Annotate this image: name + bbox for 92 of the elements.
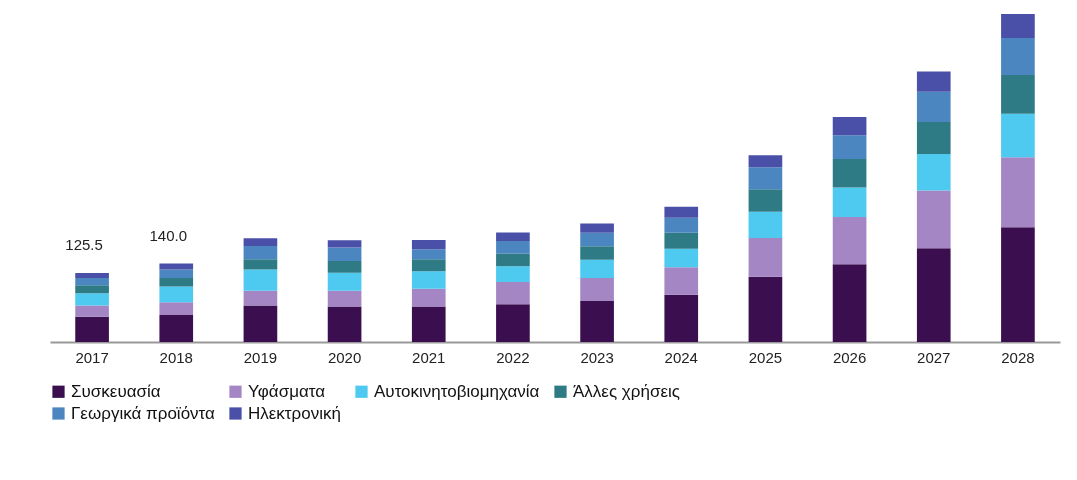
bar (664, 206, 699, 218)
bar (243, 269, 278, 291)
bar (664, 248, 699, 268)
bar (75, 285, 109, 294)
annotation: 125.5 (65, 236, 103, 254)
bar (832, 264, 867, 342)
x-tick-label: 2026 (832, 348, 867, 366)
bar (916, 248, 951, 342)
legend-label: Αυτοκινητοβιομηχανία (374, 381, 540, 401)
bar (496, 232, 530, 241)
bar (580, 232, 614, 247)
bar (748, 167, 783, 190)
bar (1001, 37, 1035, 76)
x-tick-label: 2022 (496, 348, 530, 366)
bar (75, 293, 109, 306)
bar (664, 217, 699, 233)
bar (664, 232, 699, 249)
bar (832, 217, 867, 265)
bar (1001, 14, 1035, 38)
bar (748, 189, 783, 212)
legend-label: Γεωργικά προϊόντα (71, 403, 216, 423)
bar (327, 247, 362, 261)
x-tick-label: 2021 (412, 348, 446, 366)
bar (748, 211, 783, 239)
bar (916, 190, 951, 249)
bar (327, 306, 362, 342)
bar (159, 286, 194, 303)
x-tick-label: 2025 (748, 348, 783, 366)
bar (580, 278, 614, 301)
bar (327, 260, 362, 273)
bar (664, 294, 699, 342)
bar (916, 71, 951, 92)
legend-label: Άλλες χρήσεις (573, 381, 680, 401)
bar (496, 253, 530, 267)
bar (832, 187, 867, 218)
bar (75, 305, 109, 317)
x-tick-label: 2024 (664, 348, 698, 366)
annotation: 140.0 (149, 226, 188, 244)
bar (748, 238, 783, 277)
legend-label: Συσκευασία (71, 381, 161, 401)
bar (1001, 75, 1035, 114)
bar (1001, 113, 1035, 158)
bar (159, 269, 194, 279)
bar (75, 278, 109, 286)
bar (832, 158, 867, 188)
bar (496, 304, 530, 342)
bar (832, 135, 867, 159)
bar (243, 259, 278, 270)
bar (159, 315, 194, 342)
bar (580, 259, 614, 279)
legend-label: Ηλεκτρονική (248, 403, 341, 423)
bar (243, 305, 278, 342)
bar (75, 316, 109, 342)
bar (916, 91, 951, 122)
x-tick-label: 2018 (159, 348, 193, 366)
bar (496, 266, 530, 282)
bar (243, 290, 278, 306)
bar (1001, 227, 1035, 342)
bar (159, 278, 194, 287)
x-tick-label: 2017 (75, 348, 109, 366)
bar (580, 223, 614, 233)
bar (327, 290, 362, 307)
bar (411, 288, 446, 307)
bar (748, 155, 783, 168)
bar (580, 246, 614, 260)
bar (916, 121, 951, 155)
bar (916, 154, 951, 191)
bar (664, 267, 699, 295)
x-tick-label: 2019 (243, 348, 278, 366)
bar (580, 301, 614, 342)
bar (159, 263, 194, 270)
bar (243, 245, 278, 260)
x-tick-label: 2027 (917, 348, 951, 366)
x-tick-label: 2020 (327, 348, 362, 366)
x-tick-label: 2028 (1001, 348, 1035, 366)
bar (411, 271, 446, 289)
bar (1001, 157, 1035, 228)
bar (411, 259, 446, 272)
bar (411, 239, 446, 250)
bar (243, 238, 278, 246)
bar (748, 276, 783, 342)
bar (75, 273, 109, 279)
x-tick-label: 2023 (580, 348, 614, 366)
bar (832, 116, 867, 136)
bar (411, 306, 446, 342)
bar (327, 240, 362, 248)
bar (327, 272, 362, 291)
bar (159, 302, 194, 316)
bar (411, 249, 446, 260)
legend-label: Υφάσματα (248, 381, 326, 401)
bar (496, 240, 530, 254)
bar (496, 281, 530, 305)
